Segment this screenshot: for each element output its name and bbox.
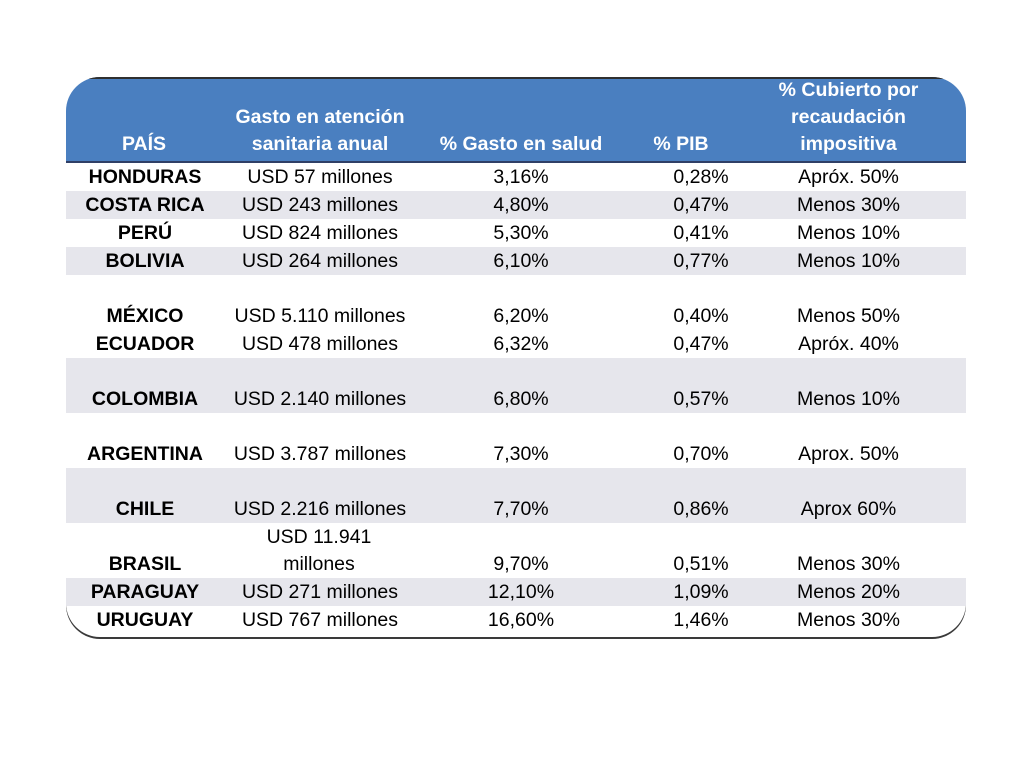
- tax-coverage-cell: Menos 30%: [797, 553, 900, 575]
- country-cell: PARAGUAY: [90, 581, 200, 603]
- table-row: PARAGUAY USD 271 millones 12,10% 1,09% M…: [66, 578, 966, 606]
- country-cell: URUGUAY: [96, 609, 194, 631]
- gdp-pct-cell: 0,41%: [673, 222, 729, 244]
- table-row: HONDURAS USD 57 millones 3,16% 0,28% Apr…: [66, 163, 966, 191]
- tax-coverage-cell: Menos 10%: [797, 250, 900, 272]
- country-cell: PERÚ: [117, 222, 173, 244]
- gdp-pct-cell: 0,28%: [673, 166, 729, 188]
- spending-cell: USD 478 millones: [241, 333, 399, 355]
- health-pct-cell: 6,10%: [493, 250, 549, 272]
- gdp-pct-cell: 1,46%: [673, 609, 729, 631]
- gdp-pct-cell: 0,47%: [673, 194, 729, 216]
- spending-cell: USD 5.110 millones: [234, 305, 406, 327]
- spending-cell: USD 824 millones: [241, 222, 399, 244]
- table-row: BRASIL USD 11.941 millones 9,70% 0,51% M…: [66, 523, 966, 578]
- country-cell: MÉXICO: [106, 305, 184, 327]
- health-pct-cell: 5,30%: [493, 222, 549, 244]
- tax-coverage-cell: Apróx. 50%: [798, 166, 899, 188]
- table-row: BOLIVIA USD 264 millones 6,10% 0,77% Men…: [66, 247, 966, 275]
- country-cell: CHILE: [115, 498, 175, 520]
- spending-cell: USD 767 millones: [241, 609, 399, 631]
- country-cell: COLOMBIA: [91, 388, 199, 410]
- table-row: COLOMBIA USD 2.140 millones 6,80% 0,57% …: [66, 358, 966, 413]
- health-pct-cell: 3,16%: [493, 166, 549, 188]
- tax-coverage-cell: Menos 50%: [797, 305, 900, 327]
- gdp-pct-cell: 1,09%: [673, 581, 729, 603]
- header-country: PAÍS: [121, 133, 167, 155]
- gdp-pct-cell: 0,47%: [673, 333, 729, 355]
- health-pct-cell: 6,20%: [493, 305, 549, 327]
- table-row: URUGUAY USD 767 millones 16,60% 1,46% Me…: [66, 606, 966, 634]
- country-cell: BOLIVIA: [105, 250, 185, 272]
- health-pct-cell: 9,70%: [493, 553, 549, 575]
- country-cell: COSTA RICA: [85, 194, 205, 216]
- gdp-pct-cell: 0,40%: [673, 305, 729, 327]
- table-row: MÉXICO USD 5.110 millones 6,20% 0,40% Me…: [66, 275, 966, 330]
- gdp-pct-cell: 0,77%: [673, 250, 729, 272]
- gdp-pct-cell: 0,51%: [673, 553, 729, 575]
- tax-coverage-cell: Menos 30%: [797, 194, 900, 216]
- tax-coverage-cell: Menos 10%: [797, 222, 900, 244]
- health-pct-cell: 4,80%: [493, 194, 549, 216]
- tax-coverage-cell: Aprox 60%: [800, 498, 897, 520]
- spending-cell: USD 2.140 millones: [233, 388, 407, 410]
- spending-cell: USD 264 millones: [241, 250, 399, 272]
- health-spending-table: PAÍS Gasto en atención sanitaria anual %…: [66, 77, 966, 637]
- spending-cell: USD 3.787 millones: [233, 443, 407, 465]
- health-pct-cell: 6,80%: [493, 388, 549, 410]
- spending-cell: USD 57 millones: [247, 166, 393, 188]
- header-annual-spending: Gasto en atención sanitaria anual: [235, 106, 405, 155]
- header-tax-coverage-pct: % Cubierto por recaudación impositiva: [778, 79, 919, 155]
- gdp-pct-cell: 0,86%: [673, 498, 729, 520]
- spending-cell: USD 2.216 millones: [233, 498, 407, 520]
- spending-cell: USD 271 millones: [241, 581, 399, 603]
- tax-coverage-cell: Apróx. 40%: [798, 333, 899, 355]
- table-row: PERÚ USD 824 millones 5,30% 0,41% Menos …: [66, 219, 966, 247]
- table-row: CHILE USD 2.216 millones 7,70% 0,86% Apr…: [66, 468, 966, 523]
- tax-coverage-cell: Menos 30%: [797, 609, 900, 631]
- tax-coverage-cell: Menos 10%: [797, 388, 900, 410]
- tax-coverage-cell: Menos 20%: [797, 581, 900, 603]
- country-cell: BRASIL: [108, 553, 182, 575]
- country-cell: ECUADOR: [95, 333, 195, 355]
- table-row: COSTA RICA USD 243 millones 4,80% 0,47% …: [66, 191, 966, 219]
- spending-cell: USD 243 millones: [241, 194, 399, 216]
- table-row: ARGENTINA USD 3.787 millones 7,30% 0,70%…: [66, 413, 966, 468]
- tax-coverage-cell: Aprox. 50%: [798, 443, 899, 465]
- health-pct-cell: 16,60%: [487, 609, 555, 631]
- spending-cell: USD 11.941 millones: [266, 526, 372, 575]
- country-cell: HONDURAS: [88, 166, 202, 188]
- table-row: ECUADOR USD 478 millones 6,32% 0,47% Apr…: [66, 330, 966, 358]
- health-pct-cell: 12,10%: [487, 581, 555, 603]
- table-header: PAÍS Gasto en atención sanitaria anual %…: [66, 77, 966, 163]
- health-pct-cell: 6,32%: [493, 333, 549, 355]
- header-gdp-pct: % PIB: [653, 133, 709, 155]
- header-health-spending-pct: % Gasto en salud: [439, 133, 603, 155]
- gdp-pct-cell: 0,70%: [673, 443, 729, 465]
- country-cell: ARGENTINA: [87, 443, 203, 465]
- health-pct-cell: 7,70%: [493, 498, 549, 520]
- health-pct-cell: 7,30%: [493, 443, 549, 465]
- gdp-pct-cell: 0,57%: [673, 388, 729, 410]
